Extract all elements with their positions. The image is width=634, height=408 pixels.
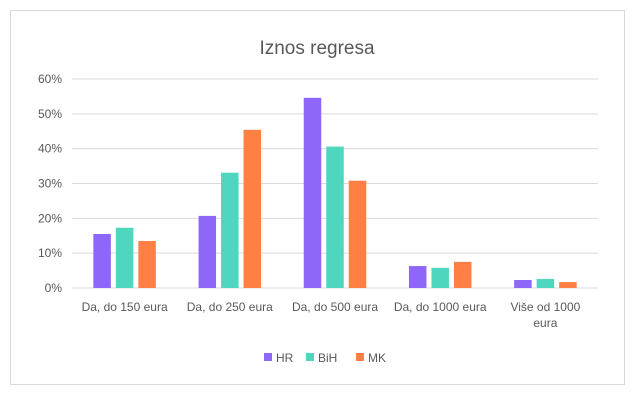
bar-bih xyxy=(115,227,134,288)
y-tick-label: 0% xyxy=(45,281,63,295)
legend-swatch-hr xyxy=(264,353,272,361)
bar-mk xyxy=(559,282,577,288)
bar-hr xyxy=(93,234,111,288)
x-tick-label: Više od 1000 xyxy=(510,300,580,314)
bar-hr xyxy=(514,279,532,288)
y-tick-label: 60% xyxy=(38,72,62,86)
bar-bih xyxy=(431,267,449,288)
legend-swatch-bih xyxy=(306,353,314,361)
bar-hr xyxy=(303,97,322,288)
y-tick-label: 40% xyxy=(38,142,62,156)
y-tick-label: 50% xyxy=(38,107,62,121)
x-tick-label: Da, do 150 eura xyxy=(82,300,168,314)
bar-bih xyxy=(326,146,344,288)
bar-hr xyxy=(408,266,427,288)
y-tick-label: 30% xyxy=(38,177,62,191)
chart-title: Iznos regresa xyxy=(259,38,375,59)
bar-mk xyxy=(138,240,156,288)
y-tick-label: 10% xyxy=(38,246,62,260)
bar-mk xyxy=(243,129,262,288)
x-tick-label: eura xyxy=(533,316,557,330)
x-tick-label: Da, do 500 eura xyxy=(292,300,378,314)
legend-label: MK xyxy=(368,351,386,365)
bar-bih xyxy=(536,278,555,288)
legend-swatch-mk xyxy=(356,353,364,361)
x-tick-label: Da, do 1000 eura xyxy=(394,300,487,314)
x-tick-label: Da, do 250 eura xyxy=(187,300,273,314)
bar-bih xyxy=(221,172,239,288)
legend-label: HR xyxy=(276,351,294,365)
legend-label: BiH xyxy=(318,351,337,365)
bar-mk xyxy=(453,261,472,288)
bar-mk xyxy=(348,180,367,288)
y-tick-label: 20% xyxy=(38,211,62,225)
bar-hr xyxy=(198,215,217,288)
